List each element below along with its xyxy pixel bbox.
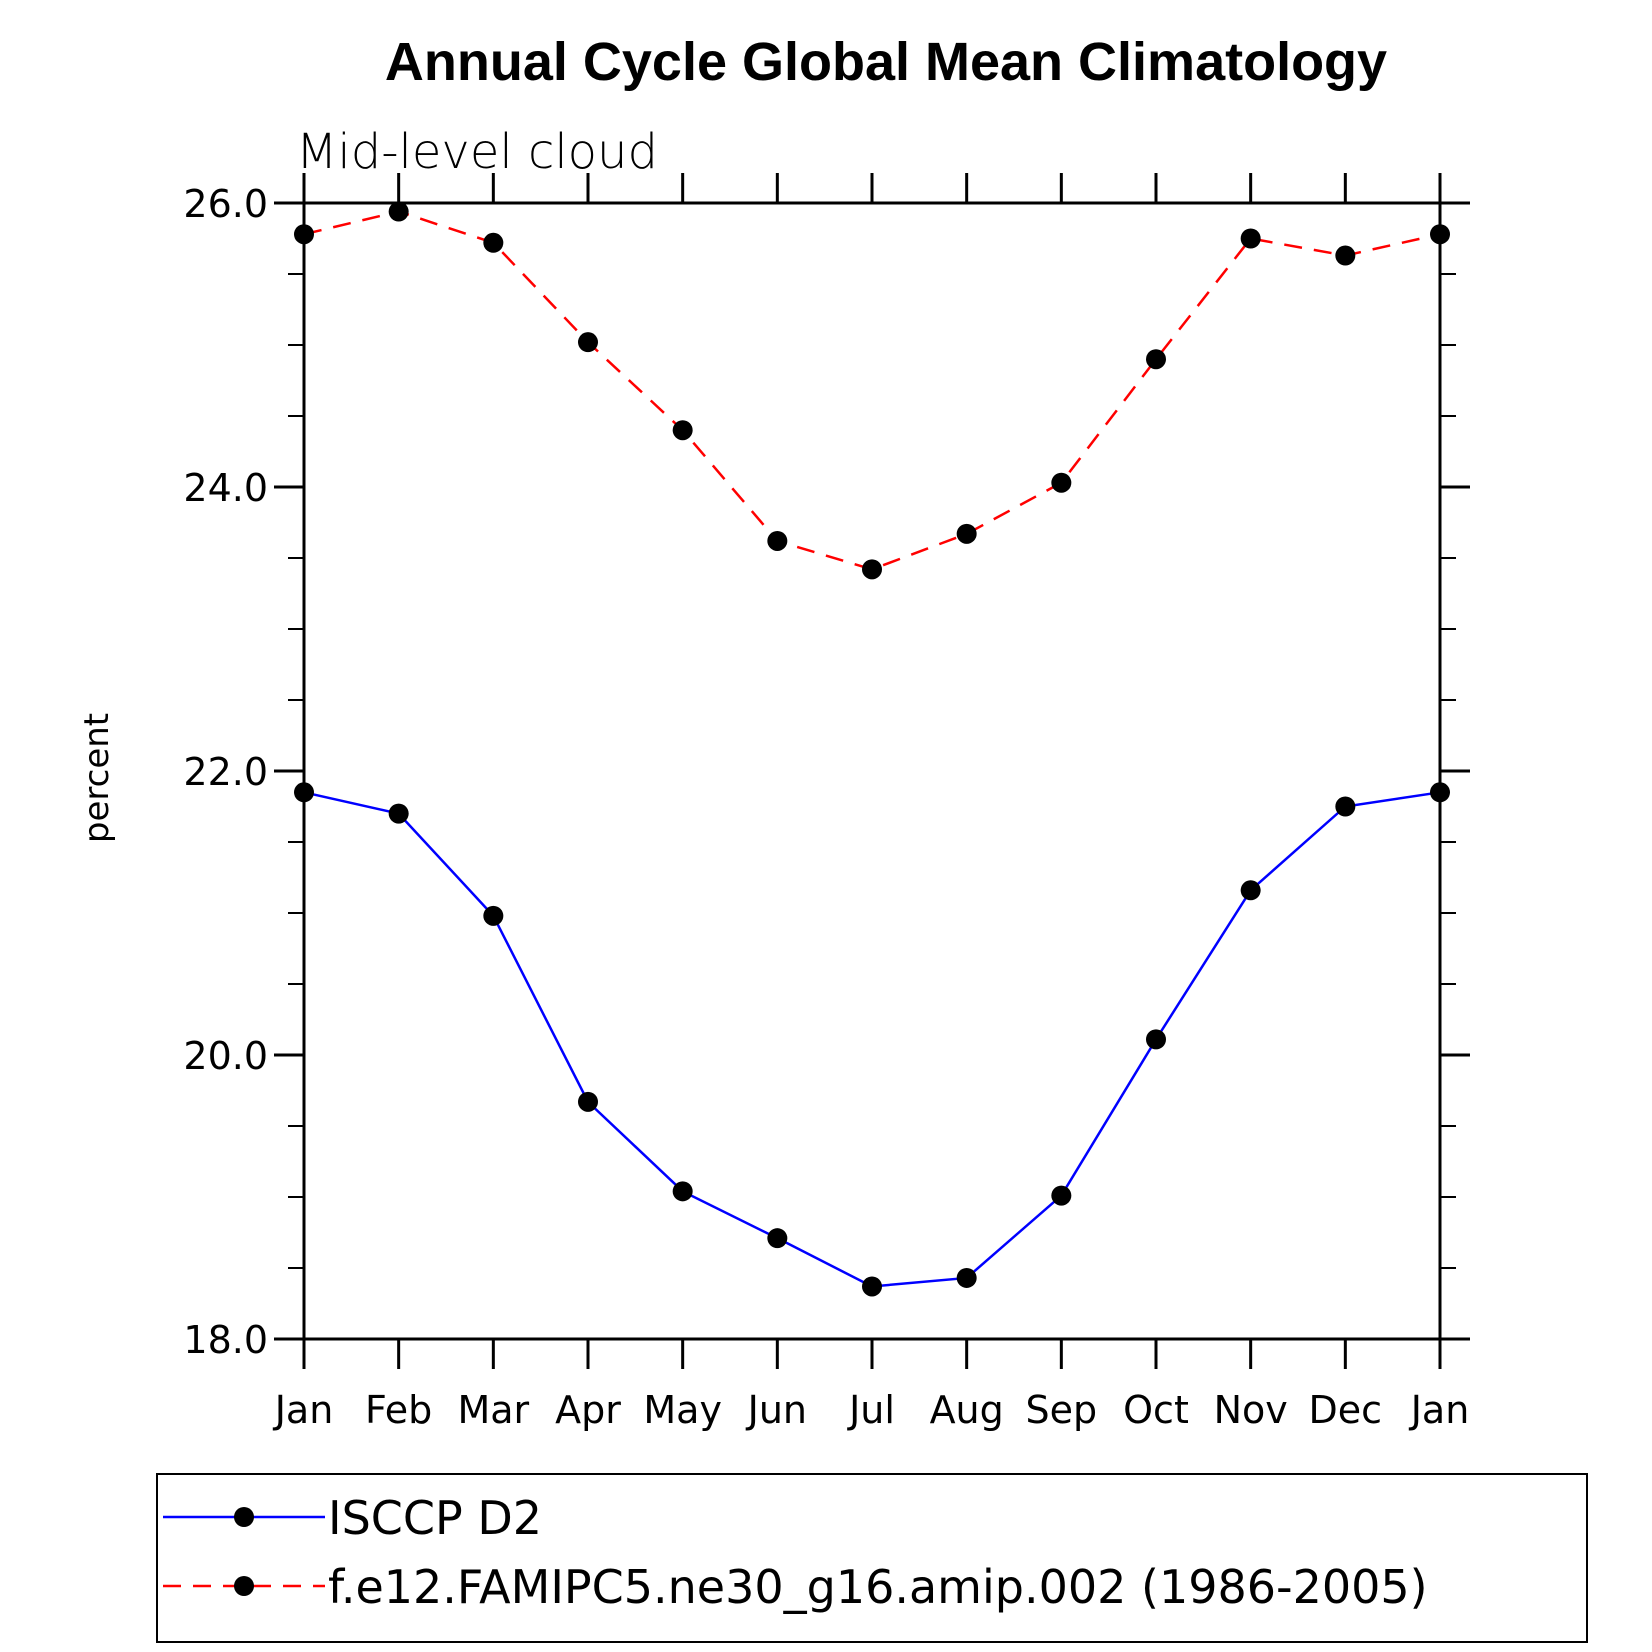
x-tick-label: Aug	[930, 1388, 1004, 1432]
series-0-point	[1146, 1029, 1166, 1050]
series-1-point	[294, 224, 314, 245]
series-1-point	[672, 420, 693, 441]
series-1-point	[1051, 472, 1072, 493]
x-tick-label: Apr	[555, 1388, 621, 1432]
x-tick-label: Oct	[1123, 1388, 1189, 1432]
y-tick-label: 26.0	[183, 182, 268, 226]
series-0-point	[578, 1091, 598, 1112]
chart-subtitle: Mid-level cloud	[296, 124, 658, 180]
x-tick-label: May	[643, 1388, 722, 1432]
legend-label-model: f.e12.FAMIPC5.ne30_g16.amip.002 (1986-20…	[328, 1560, 1428, 1614]
series-1-point	[388, 201, 409, 222]
series-line-1	[303, 210, 1441, 571]
series-0-point	[294, 782, 314, 803]
series-1-point	[956, 523, 977, 544]
series-0-point	[1335, 796, 1356, 817]
series-0-point	[956, 1267, 977, 1288]
series-0-point	[767, 1228, 788, 1249]
chart-title: Annual Cycle Global Mean Climatology	[385, 32, 1387, 92]
series-0-point	[672, 1181, 693, 1202]
x-tick-label: Jan	[1409, 1388, 1470, 1432]
legend-box	[156, 1473, 1588, 1643]
series-layer	[294, 201, 1450, 1297]
ticks-layer: Jan Feb Mar Apr May Jun Jul Aug Sep Oct Nov Dec Jan1…	[183, 173, 1470, 1432]
series-1-point	[1146, 349, 1166, 370]
series-0-point	[862, 1276, 882, 1297]
series-1-point	[1335, 245, 1356, 266]
series-0-point	[1051, 1185, 1072, 1206]
series-0-point	[483, 905, 504, 926]
series-0-point	[388, 803, 409, 824]
x-tick-label: Sep	[1026, 1388, 1098, 1432]
series-1-point	[767, 530, 788, 551]
x-tick-label: Jun	[746, 1388, 807, 1432]
series-0-point	[1430, 782, 1450, 803]
series-1-point	[483, 232, 504, 253]
series-1-point	[1240, 228, 1261, 249]
series-line-0	[303, 791, 1441, 1288]
x-tick-label: Jul	[847, 1388, 895, 1432]
series-1-point	[578, 332, 598, 353]
x-tick-label: Dec	[1309, 1388, 1383, 1432]
y-axis-label: percent	[77, 713, 117, 843]
y-tick-label: 20.0	[183, 1034, 268, 1078]
y-tick-label: 24.0	[183, 466, 268, 510]
y-tick-label: 22.0	[183, 750, 268, 794]
y-tick-label: 18.0	[183, 1318, 268, 1362]
x-tick-label: Jan	[273, 1388, 334, 1432]
series-1-point	[1430, 224, 1450, 245]
series-0-point	[1240, 880, 1261, 901]
x-tick-label: Mar	[457, 1388, 529, 1432]
x-tick-label: Nov	[1214, 1388, 1288, 1432]
legend-marker-model	[234, 1576, 254, 1596]
legend-label-isccp: ISCCP D2	[328, 1491, 542, 1545]
series-1-point	[862, 559, 882, 580]
plot-frame	[302, 201, 1442, 1341]
legend: ISCCP D2 f.e12.FAMIPC5.ne30_g16.amip.002…	[156, 1473, 1588, 1643]
x-tick-label: Feb	[365, 1388, 432, 1432]
legend-marker-isccp	[234, 1507, 254, 1527]
